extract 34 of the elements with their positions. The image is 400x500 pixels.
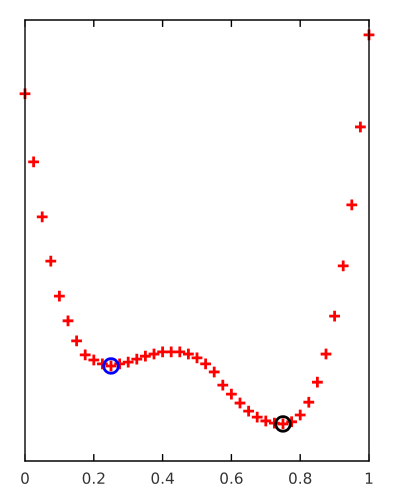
point	[190, 351, 204, 365]
point	[259, 414, 273, 428]
point	[216, 378, 230, 392]
x-tick-label: 1	[366, 472, 372, 484]
point	[18, 86, 32, 100]
x-tick-label: 0.8	[289, 472, 312, 484]
point	[224, 387, 238, 401]
point	[362, 28, 376, 42]
point	[328, 309, 342, 323]
point	[198, 357, 212, 371]
point	[78, 348, 92, 362]
point	[310, 375, 324, 389]
point	[345, 198, 359, 212]
x-tick-label: 0.2	[82, 472, 104, 484]
point	[35, 210, 49, 224]
point	[52, 289, 66, 303]
point	[26, 155, 40, 169]
point	[70, 334, 84, 348]
x-tick-label: 0.6	[220, 472, 243, 484]
point	[336, 259, 350, 273]
point	[173, 345, 187, 359]
point	[250, 410, 264, 424]
point	[61, 314, 75, 328]
point	[354, 120, 368, 134]
point	[44, 254, 58, 268]
x-tick-label: 0	[21, 472, 29, 484]
point	[87, 353, 101, 367]
point	[182, 347, 196, 361]
point	[242, 404, 256, 418]
point	[319, 347, 333, 361]
x-tick-label: 0.4	[151, 472, 174, 484]
point	[233, 396, 247, 410]
point	[207, 365, 221, 379]
point	[302, 395, 316, 409]
